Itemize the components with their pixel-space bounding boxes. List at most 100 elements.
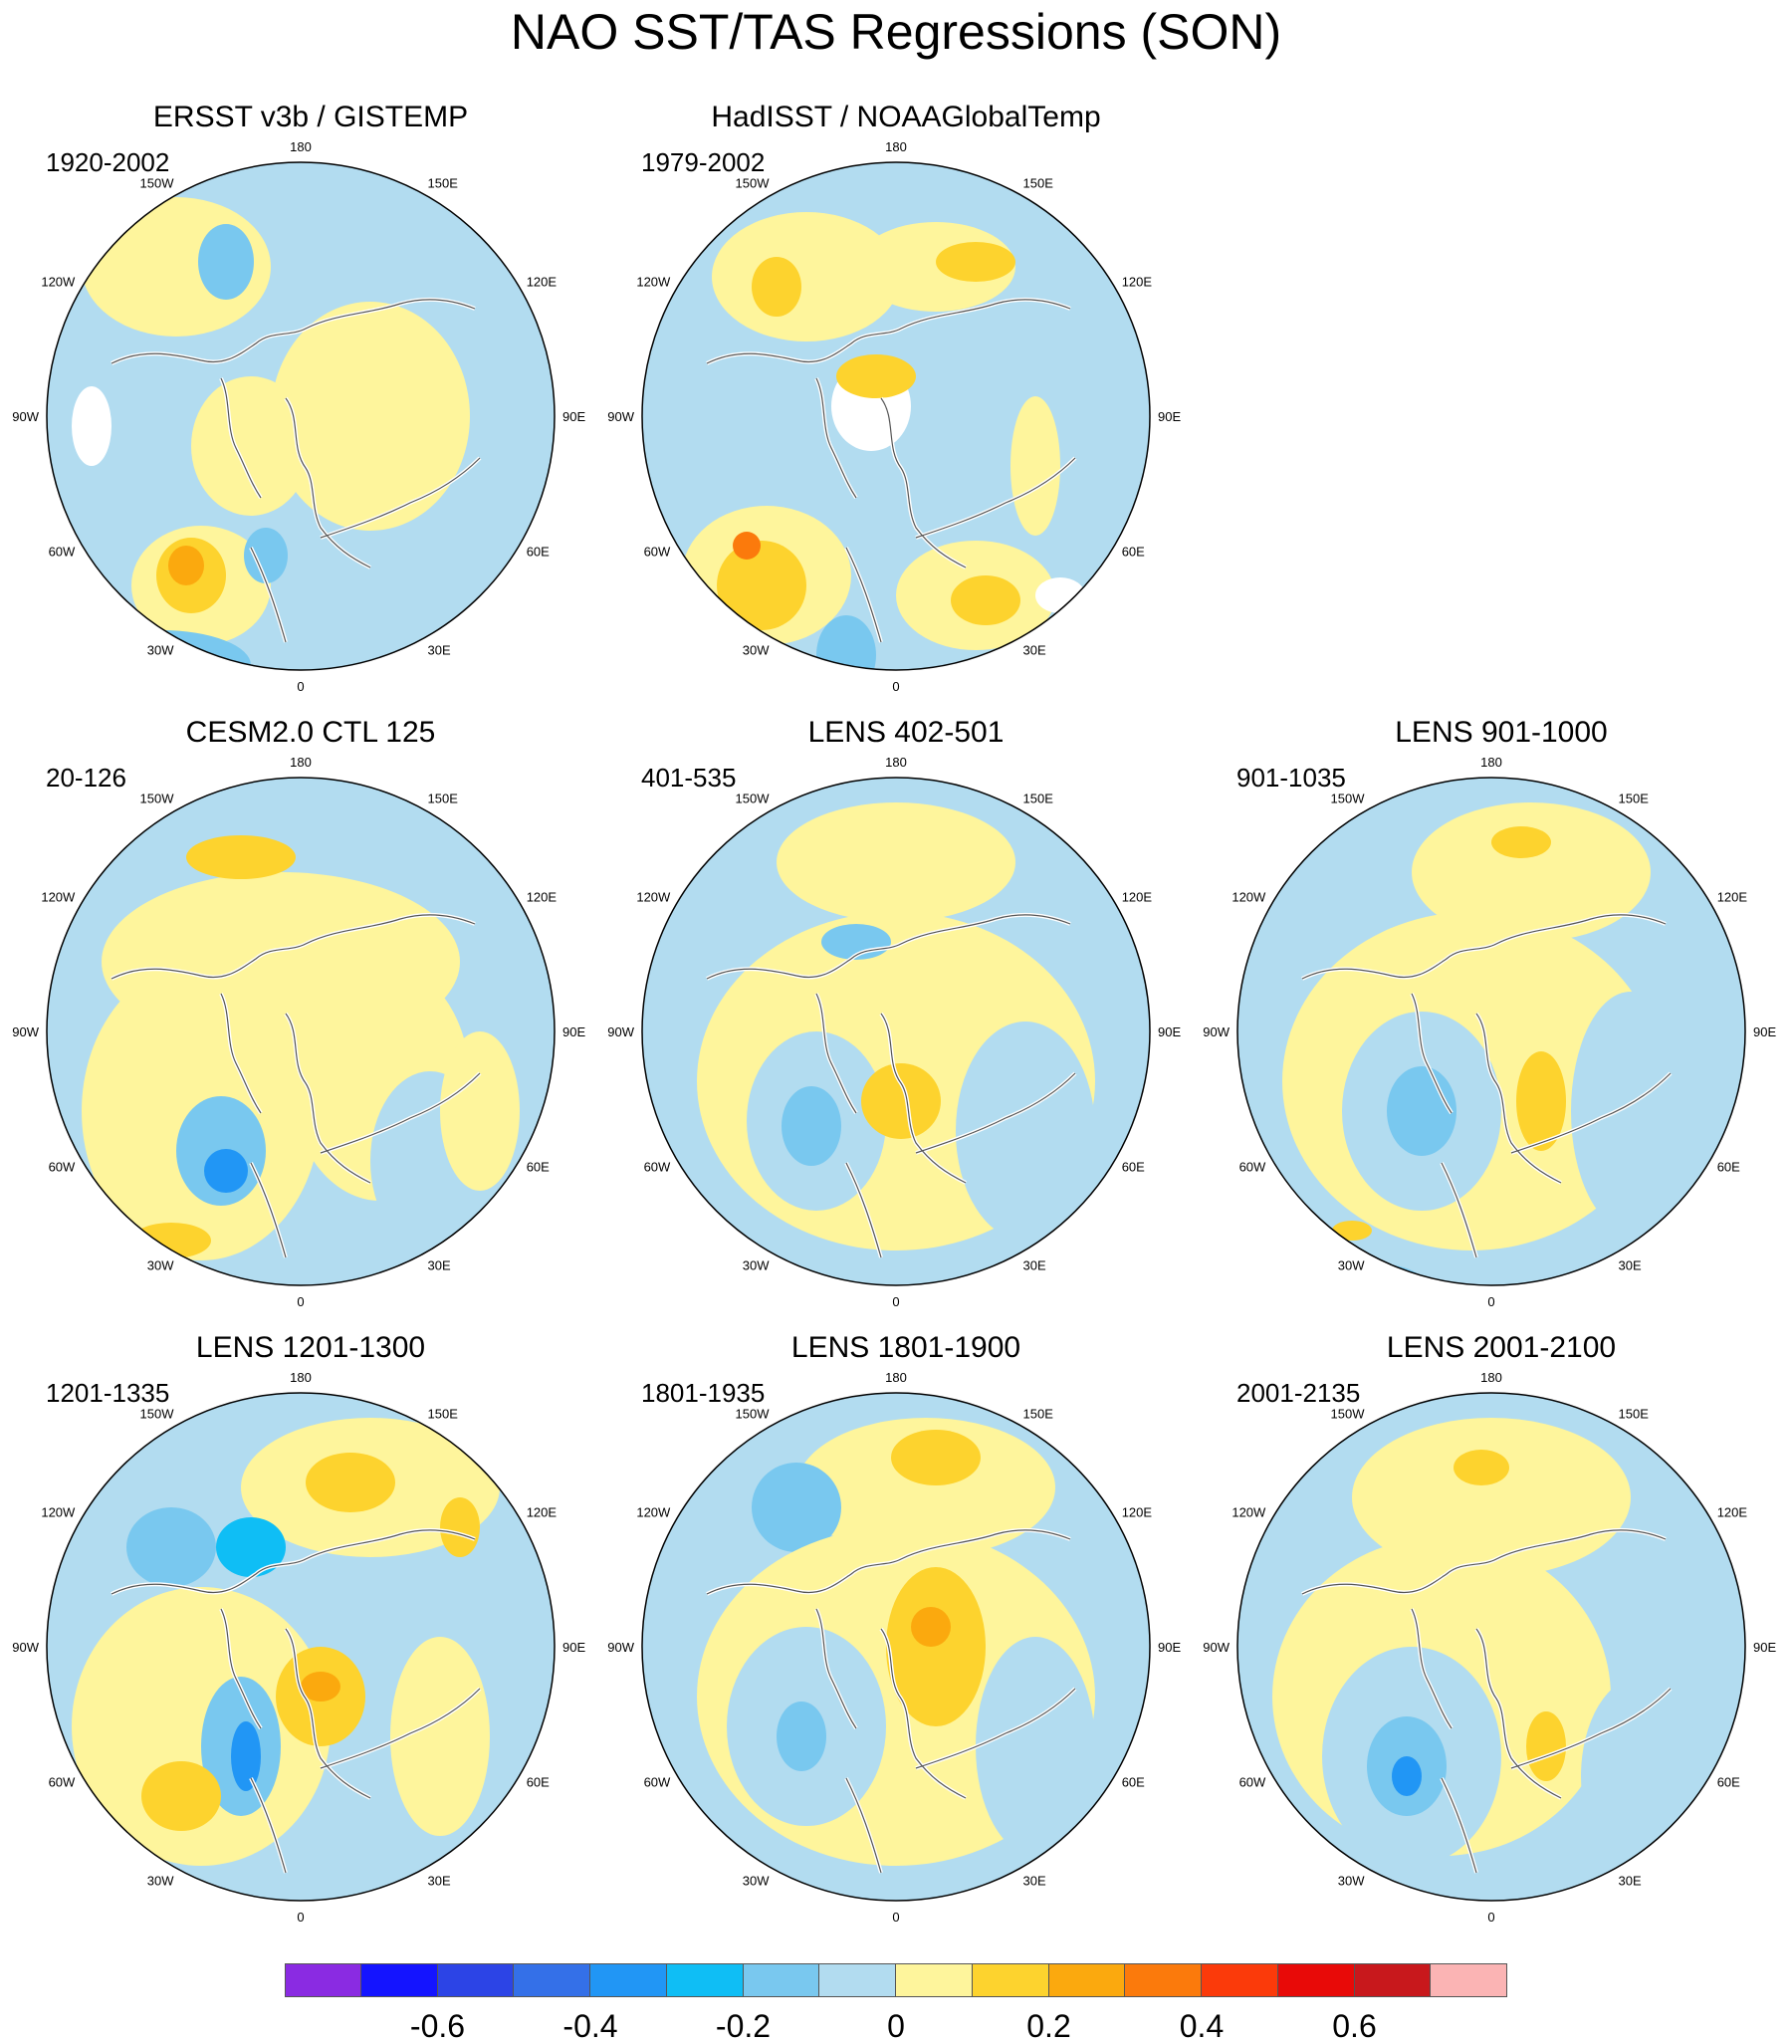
anomaly-region	[126, 1507, 216, 1587]
longitude-label: 90W	[607, 409, 634, 424]
longitude-label: 180	[1480, 1370, 1502, 1385]
longitude-label: 60W	[49, 1775, 76, 1790]
longitude-label: 120W	[41, 275, 76, 290]
colorbar-tick-label: 0.6	[1332, 2008, 1377, 2044]
anomaly-region	[306, 1453, 395, 1512]
anomaly-region	[1010, 396, 1060, 536]
longitude-label: 150W	[736, 791, 771, 805]
anomaly-region	[440, 1031, 520, 1191]
anomaly-region	[976, 1637, 1095, 1856]
map-panel: 180 150E 120E 90E 60E 30E 0 30W 60W 90W 120W 150W LE…	[607, 1330, 1181, 1928]
map-border	[641, 161, 1151, 671]
anomaly-region	[712, 212, 901, 341]
panel-title: LENS 2001-2100	[1386, 1331, 1617, 1364]
anomaly-region	[733, 532, 761, 560]
longitude-label: 0	[892, 1294, 899, 1309]
colorbar-segment	[360, 1963, 438, 1997]
panel-period: 1979-2002	[641, 147, 766, 177]
polar-map: 180 150E 120E 90E 60E 30E 0 30W 60W 90W 120W 150W	[12, 1370, 585, 1925]
anomaly-region	[1581, 1677, 1700, 1876]
longitude-label: 30E	[428, 1874, 451, 1889]
longitude-label: 90E	[1158, 1640, 1181, 1655]
anomaly-region	[1571, 992, 1690, 1231]
longitude-label: 120E	[527, 890, 558, 905]
longitude-label: 60E	[527, 1775, 550, 1790]
figure-title: NAO SST/TAS Regressions (SON)	[510, 4, 1282, 60]
longitude-label: 60E	[1717, 1160, 1740, 1175]
longitude-label: 150E	[1619, 1406, 1650, 1421]
longitude-label: 150W	[736, 1406, 771, 1421]
colorbar-tick-label: -0.6	[409, 2008, 466, 2044]
longitude-label: 30W	[1338, 1258, 1365, 1273]
anomaly-region	[231, 1721, 261, 1791]
longitude-label: 120E	[1717, 1505, 1748, 1520]
colorbar-segment	[285, 1963, 361, 1997]
longitude-label: 0	[1487, 1910, 1494, 1925]
colorbar-frame	[285, 1963, 1507, 1997]
longitude-label: 180	[290, 1370, 312, 1385]
anomaly-region	[886, 1567, 986, 1726]
longitude-label: 30W	[1338, 1874, 1365, 1889]
anomaly-region	[717, 541, 806, 630]
colorbar-segment	[666, 1963, 744, 1997]
longitude-label: 0	[297, 1294, 304, 1309]
colorbar-tick-label: 0.2	[1026, 2008, 1071, 2044]
anomaly-region	[1516, 1051, 1566, 1151]
map-border	[1236, 777, 1746, 1286]
anomaly-region	[782, 1086, 841, 1166]
map-panel: 180 150E 120E 90E 60E 30E 0 30W 60W 90W 120W 150W LE…	[1203, 715, 1776, 1312]
longitude-label: 120E	[527, 1505, 558, 1520]
colorbar-tick-label: 0	[887, 2008, 905, 2044]
longitude-label: 30W	[147, 1874, 174, 1889]
longitude-label: 120E	[527, 275, 558, 290]
map-border	[46, 161, 556, 671]
longitude-label: 90E	[1158, 409, 1181, 424]
anomaly-region	[956, 1022, 1095, 1241]
anomaly-region	[951, 575, 1020, 625]
anomaly-region	[1491, 826, 1551, 858]
longitude-label: 30E	[428, 643, 451, 658]
longitude-label: 0	[297, 679, 304, 694]
longitude-label: 30E	[1619, 1874, 1642, 1889]
anomaly-region	[390, 1637, 490, 1836]
anomaly-region	[1454, 1450, 1509, 1485]
colorbar-segment	[972, 1963, 1049, 1997]
longitude-label: 90W	[1203, 1640, 1230, 1655]
longitude-label: 150W	[140, 175, 175, 190]
polar-map: 180 150E 120E 90E 60E 30E 0 30W 60W 90W 120W 150W	[607, 139, 1181, 694]
longitude-label: 60W	[49, 545, 76, 560]
longitude-label: 150W	[736, 175, 771, 190]
longitude-label: 150E	[428, 1406, 459, 1421]
colorbar-segment	[514, 1963, 590, 1997]
colorbar-segment	[1431, 1963, 1507, 1997]
map-panel: 180 150E 120E 90E 60E 30E 0 30W 60W 90W 120W 150W LE…	[607, 715, 1181, 1312]
panel-title: CESM2.0 CTL 125	[185, 716, 436, 749]
colorbar-tick-label: 0.4	[1179, 2008, 1225, 2044]
polar-map: 180 150E 120E 90E 60E 30E 0 30W 60W 90W 120W 150W	[12, 755, 585, 1309]
longitude-label: 150E	[428, 791, 459, 805]
anomaly-region	[1392, 1756, 1422, 1796]
longitude-label: 150W	[1331, 1406, 1366, 1421]
polar-map: 180 150E 120E 90E 60E 30E 0 30W 60W 90W 120W 150W	[607, 755, 1181, 1309]
anomaly-region	[1035, 577, 1085, 613]
longitude-label: 30E	[1023, 1258, 1046, 1273]
longitude-label: 120W	[41, 890, 76, 905]
polar-map: 180 150E 120E 90E 60E 30E 0 30W 60W 90W 120W 150W	[1203, 755, 1776, 1309]
panel-period: 901-1035	[1236, 763, 1346, 793]
anomaly-region	[141, 1761, 221, 1831]
longitude-label: 150W	[1331, 791, 1366, 805]
longitude-label: 30E	[1023, 643, 1046, 658]
map-panel: 180 150E 120E 90E 60E 30E 0 30W 60W 90W 120W 150W LE…	[12, 1330, 585, 1928]
longitude-label: 120E	[1122, 1505, 1153, 1520]
anomaly-region	[861, 1063, 941, 1139]
longitude-label: 60W	[1239, 1775, 1266, 1790]
anomaly-region	[72, 630, 251, 670]
longitude-label: 120W	[636, 275, 671, 290]
colorbar-segment	[896, 1963, 973, 1997]
map-panel: 180 150E 120E 90E 60E 30E 0 30W 60W 90W 120W 150W CE…	[12, 715, 585, 1312]
longitude-label: 60E	[1122, 545, 1145, 560]
longitude-label: 0	[892, 679, 899, 694]
longitude-label: 90W	[607, 1024, 634, 1039]
longitude-label: 90W	[607, 1640, 634, 1655]
anomaly-region	[752, 257, 801, 317]
